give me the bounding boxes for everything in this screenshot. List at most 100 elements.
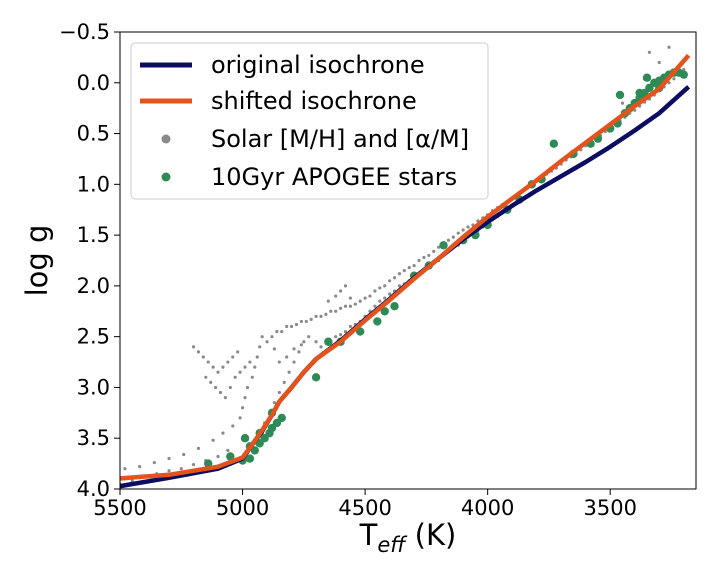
apogee-star-point: [439, 241, 448, 250]
solar-star-point: [422, 255, 426, 260]
solar-star-point: [240, 406, 245, 410]
solar-star-point: [378, 299, 382, 303]
solar-star-point: [191, 345, 196, 349]
apogee-star-point: [356, 327, 365, 336]
solar-star-point: [216, 370, 220, 374]
solar-star-point: [196, 350, 201, 354]
solar-star-point: [446, 238, 451, 242]
y-tick-label: 2.5: [77, 325, 110, 349]
y-tick-label: 3.0: [77, 375, 110, 399]
solar-star-point: [392, 276, 397, 280]
apogee-star-point: [277, 413, 286, 423]
solar-star-point: [272, 401, 277, 405]
legend-point-swatch: [161, 172, 171, 182]
solar-star-point: [427, 253, 431, 258]
solar-star-point: [223, 396, 227, 400]
y-tick-label: 3.5: [77, 426, 110, 450]
solar-star-point: [213, 385, 218, 390]
solar-star-point: [302, 340, 306, 344]
solar-star-point: [218, 390, 223, 395]
x-tick-label: 5000: [216, 496, 269, 520]
solar-star-point: [304, 319, 308, 324]
solar-star-point: [348, 324, 352, 329]
x-tick-label: 4500: [338, 496, 391, 520]
legend-entry-apogee: 10Gyr APOGEE stars: [161, 163, 457, 191]
solar-star-point: [397, 284, 402, 288]
solar-star-point: [338, 333, 343, 337]
solar-star-point: [292, 347, 296, 351]
solar-star-point: [324, 312, 328, 316]
solar-star-point: [378, 286, 382, 290]
apogee-star-point: [390, 302, 399, 311]
apogee-star-point: [311, 373, 321, 382]
solar-star-point: [209, 380, 213, 384]
solar-star-point: [211, 438, 215, 442]
solar-star-point: [191, 463, 196, 467]
solar-star-point: [211, 365, 215, 369]
solar-star-point: [319, 345, 323, 349]
solar-star-point: [231, 355, 235, 359]
solar-star-point: [285, 355, 289, 359]
solar-star-point: [620, 101, 625, 105]
solar-star-point: [383, 296, 387, 300]
solar-star-point: [334, 335, 338, 339]
solar-star-point: [343, 284, 348, 288]
solar-star-point: [152, 460, 156, 465]
shifted-isochrone-line: [120, 53, 691, 481]
solar-star-point: [353, 302, 357, 306]
legend-point-swatch: [161, 134, 171, 144]
solar-star-point: [265, 340, 269, 344]
solar-star-point: [253, 365, 257, 369]
solar-star-point: [647, 50, 652, 54]
solar-star-point: [226, 360, 230, 364]
lines-layer: [120, 53, 691, 489]
legend-entry-original-isochrone: original isochrone: [140, 51, 425, 79]
solar-star-point: [216, 454, 220, 459]
apogee-star-point: [324, 337, 333, 346]
solar-star-point: [466, 225, 470, 229]
solar-star-point: [682, 67, 686, 72]
solar-star-point: [329, 309, 333, 313]
apogee-star-point: [245, 454, 255, 463]
legend-entry-shifted-isochrone: shifted isochrone: [140, 87, 417, 115]
x-tick-label: 5500: [93, 496, 146, 520]
x-axis-title: Teff (K): [359, 518, 457, 557]
solar-star-point: [314, 340, 318, 344]
solar-star-point: [260, 335, 264, 339]
solar-star-point: [221, 365, 225, 369]
y-tick-label: −0.5: [59, 20, 110, 44]
solar-star-point: [407, 266, 411, 270]
solar-star-point: [417, 258, 421, 263]
solar-star-point: [672, 77, 676, 81]
solar-star-point: [226, 448, 230, 453]
y-axis-title: log g: [20, 225, 54, 297]
solar-star-point: [275, 329, 279, 334]
solar-star-point: [383, 284, 387, 288]
solar-star-point: [258, 345, 262, 349]
solar-star-point: [437, 245, 441, 249]
solar-star-point: [228, 385, 232, 390]
solar-star-point: [167, 456, 171, 461]
solar-star-point: [314, 314, 318, 318]
solar-star-point: [196, 446, 201, 450]
y-tick-label: 0.5: [77, 122, 110, 146]
apogee-star-point: [549, 139, 559, 148]
solar-star-point: [179, 467, 183, 471]
legend-entry-solar: Solar [M/H] and [α/M]: [161, 125, 469, 153]
solar-star-point: [319, 314, 323, 318]
apogee-star-point: [679, 70, 688, 79]
plot-frame: [119, 31, 697, 490]
solar-star-point: [233, 375, 237, 379]
solar-star-point: [456, 231, 460, 235]
solar-star-point: [348, 296, 352, 300]
solar-star-point: [667, 45, 671, 49]
solar-star-point: [326, 299, 330, 303]
y-axis-ticks: −0.5 0.0 0.5 1.0 1.5 2.0 2.5 3.0 3.5 4.0: [59, 20, 120, 501]
solar-star-point: [657, 60, 661, 65]
legend-label: shifted isochrone: [211, 87, 417, 115]
solar-star-point: [277, 360, 281, 364]
y-tick-label: 2.0: [77, 274, 110, 298]
apogee-star-point: [226, 452, 235, 461]
solar-star-point: [238, 416, 242, 420]
solar-star-point: [287, 370, 291, 374]
